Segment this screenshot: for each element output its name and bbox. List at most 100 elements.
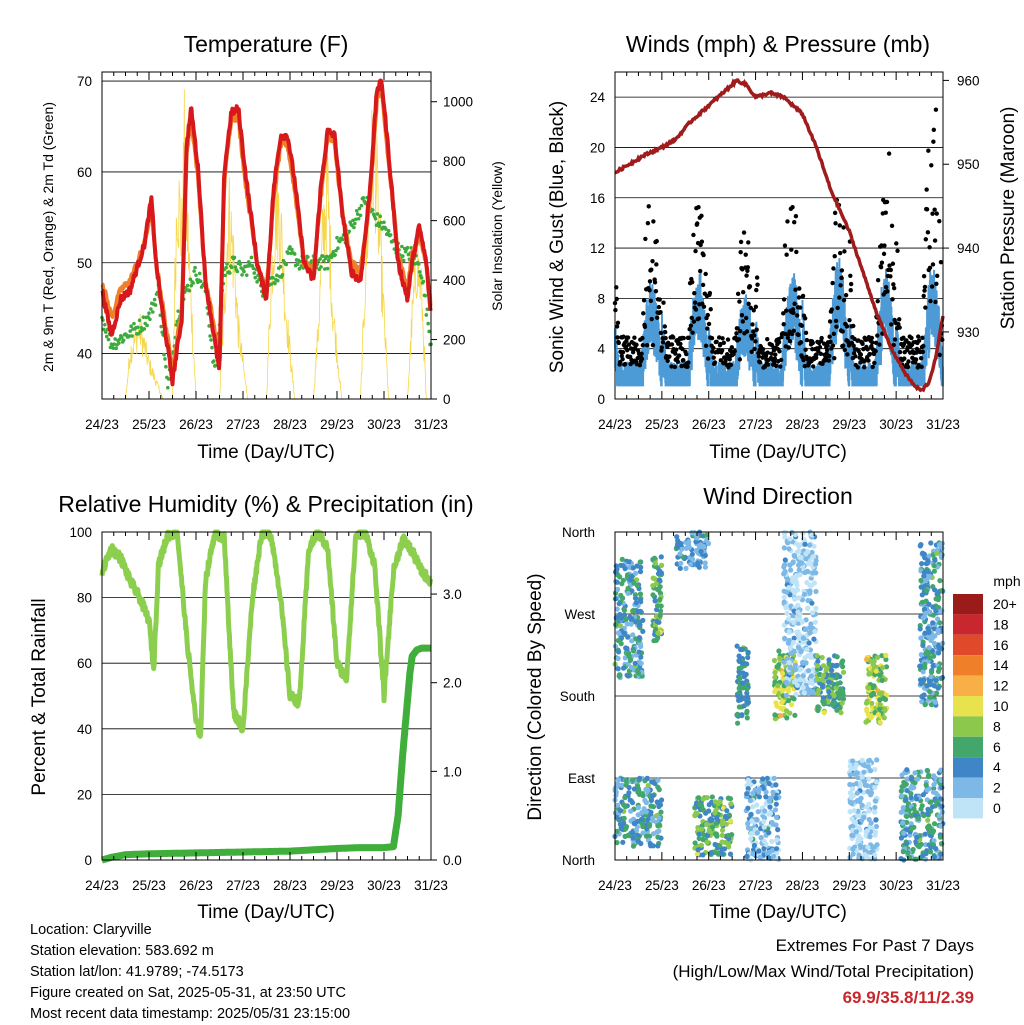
temperature-ytick-label: 60	[77, 165, 92, 180]
temperature-xtick-label: 27/23	[226, 417, 260, 432]
gust-point	[869, 343, 874, 349]
dewpoint-point	[335, 235, 339, 240]
gust-point	[718, 358, 724, 363]
direction-point	[868, 692, 875, 699]
dewpoint-point	[198, 279, 203, 284]
dewpoint-point	[359, 203, 364, 208]
direction-point	[772, 670, 778, 676]
direction-point	[925, 811, 931, 817]
gust-point	[691, 319, 697, 324]
direction-point	[703, 821, 710, 827]
winds-ytick-label: 0	[597, 392, 605, 407]
direction-point	[633, 827, 640, 834]
dewpoint-point	[290, 247, 294, 252]
direction-point	[839, 700, 845, 706]
gust-point	[827, 334, 832, 339]
direction-point	[639, 673, 645, 679]
direction-point	[786, 585, 792, 591]
gust-point	[938, 260, 944, 265]
direction-point	[813, 558, 819, 564]
direction-point	[798, 666, 804, 672]
gust-point	[639, 356, 645, 362]
gust-point	[837, 250, 843, 256]
direction-point	[930, 612, 936, 618]
direction-point	[640, 824, 646, 830]
direction-point	[631, 580, 637, 586]
direction-point	[645, 787, 651, 793]
dewpoint-point	[382, 220, 386, 225]
gust-point	[853, 354, 858, 359]
gust-point	[705, 356, 711, 361]
gust-point	[743, 252, 748, 257]
gust-point	[699, 213, 704, 219]
gust-point	[750, 322, 755, 327]
gust-point	[844, 324, 850, 329]
direction-xtick-label: 24/23	[598, 878, 632, 893]
direction-point	[616, 601, 622, 607]
gust-point	[686, 360, 691, 365]
direction-point	[719, 839, 725, 845]
gust-point	[830, 280, 835, 286]
direction-point	[628, 808, 634, 814]
direction-point	[728, 801, 734, 807]
gust-point	[646, 204, 651, 209]
direction-point	[864, 706, 870, 712]
direction-point	[639, 810, 645, 816]
direction-point	[655, 843, 661, 849]
direction-point	[931, 640, 938, 646]
gust-point	[928, 298, 933, 304]
direction-point	[796, 567, 802, 573]
gust-point	[933, 107, 939, 112]
direction-point	[937, 834, 944, 840]
direction-point	[927, 573, 933, 579]
direction-point	[918, 584, 924, 590]
gust-point	[657, 297, 662, 302]
gust-point	[712, 360, 718, 365]
direction-point	[811, 666, 817, 673]
direction-point	[748, 782, 754, 788]
direction-point	[856, 852, 862, 858]
gust-point	[811, 364, 816, 369]
direction-point	[917, 626, 923, 632]
dewpoint-point	[132, 321, 136, 326]
direction-point	[766, 830, 772, 836]
direction-point	[763, 789, 769, 795]
dewpoint-point	[297, 267, 302, 271]
direction-point	[643, 809, 649, 815]
direction-point	[872, 804, 878, 811]
speed-legend-label: 6	[993, 739, 1001, 755]
direction-point	[636, 791, 643, 798]
gust-point	[804, 337, 810, 343]
gust-point	[870, 364, 875, 370]
direction-point	[877, 719, 883, 725]
direction-point	[644, 775, 650, 782]
extremes-box: Extremes For Past 7 Days (High/Low/Max W…	[673, 933, 974, 1011]
direction-point	[686, 542, 692, 548]
gust-point	[669, 342, 675, 347]
direction-point	[653, 637, 659, 644]
direction-point	[794, 587, 801, 593]
humidity-ytick-label: 40	[77, 722, 92, 737]
direction-point	[628, 664, 635, 671]
direction-point	[754, 802, 760, 808]
direction-point	[847, 763, 853, 769]
gust-point	[745, 265, 751, 270]
gust-point	[772, 356, 778, 361]
gust-point	[892, 337, 898, 342]
temperature-xtick-label: 30/23	[367, 417, 401, 432]
direction-point	[647, 841, 653, 847]
direction-point	[880, 665, 886, 671]
direction-point	[914, 834, 920, 840]
direction-point	[872, 809, 878, 815]
direction-point	[783, 692, 790, 698]
direction-point	[751, 842, 758, 849]
dewpoint-point	[336, 246, 340, 250]
direction-point	[749, 818, 755, 824]
direction-point	[762, 808, 768, 814]
dewpoint-point	[189, 283, 194, 288]
direction-point	[784, 715, 790, 721]
humidity-ytick-label: 80	[77, 591, 92, 606]
dewpoint-point	[188, 277, 193, 282]
speed-legend-label: 16	[993, 637, 1009, 653]
direction-point	[936, 542, 943, 548]
